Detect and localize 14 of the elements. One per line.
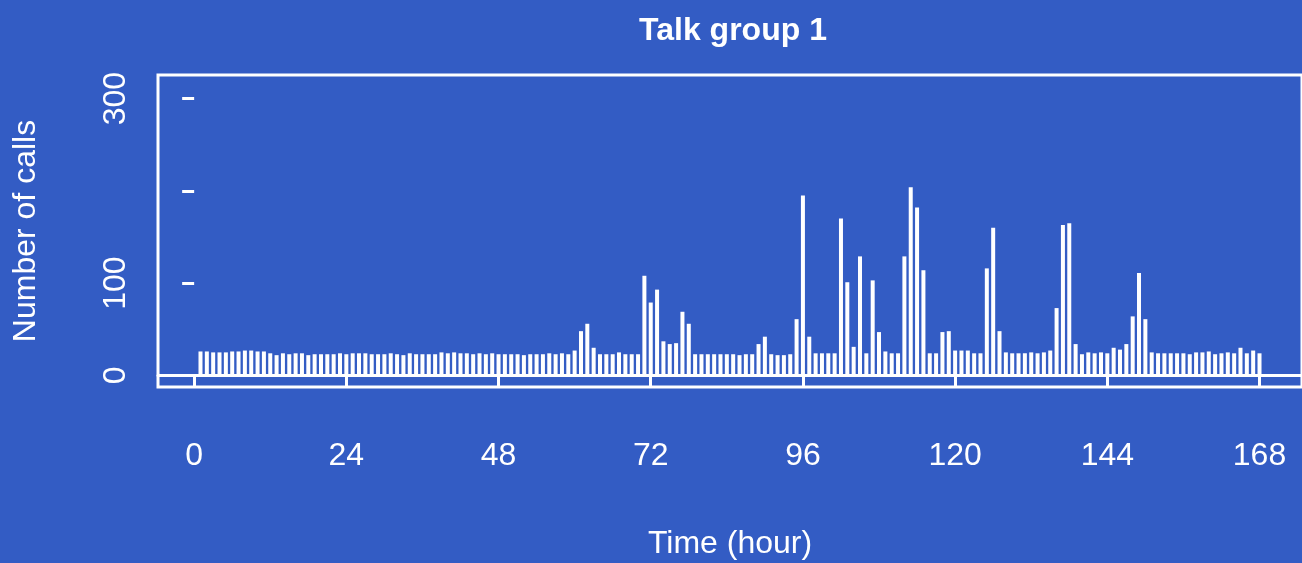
y-axis-title: Number of calls [6, 119, 42, 343]
y-tick-label: 0 [96, 366, 132, 385]
x-tick-label: 168 [1232, 436, 1287, 472]
x-tick-label: 0 [185, 436, 204, 472]
x-axis-title: Time (hour) [647, 524, 813, 560]
x-tick-label: 96 [785, 436, 821, 472]
x-tick-label: 144 [1080, 436, 1135, 472]
y-tick-label: 300 [96, 71, 132, 126]
x-tick-label: 24 [328, 436, 365, 472]
x-tick-label: 48 [480, 436, 517, 472]
chart-title: Talk group 1 [639, 11, 827, 47]
x-tick-label: 120 [928, 436, 982, 472]
x-tick-label: 72 [632, 436, 669, 472]
y-tick-label: 100 [96, 256, 132, 310]
